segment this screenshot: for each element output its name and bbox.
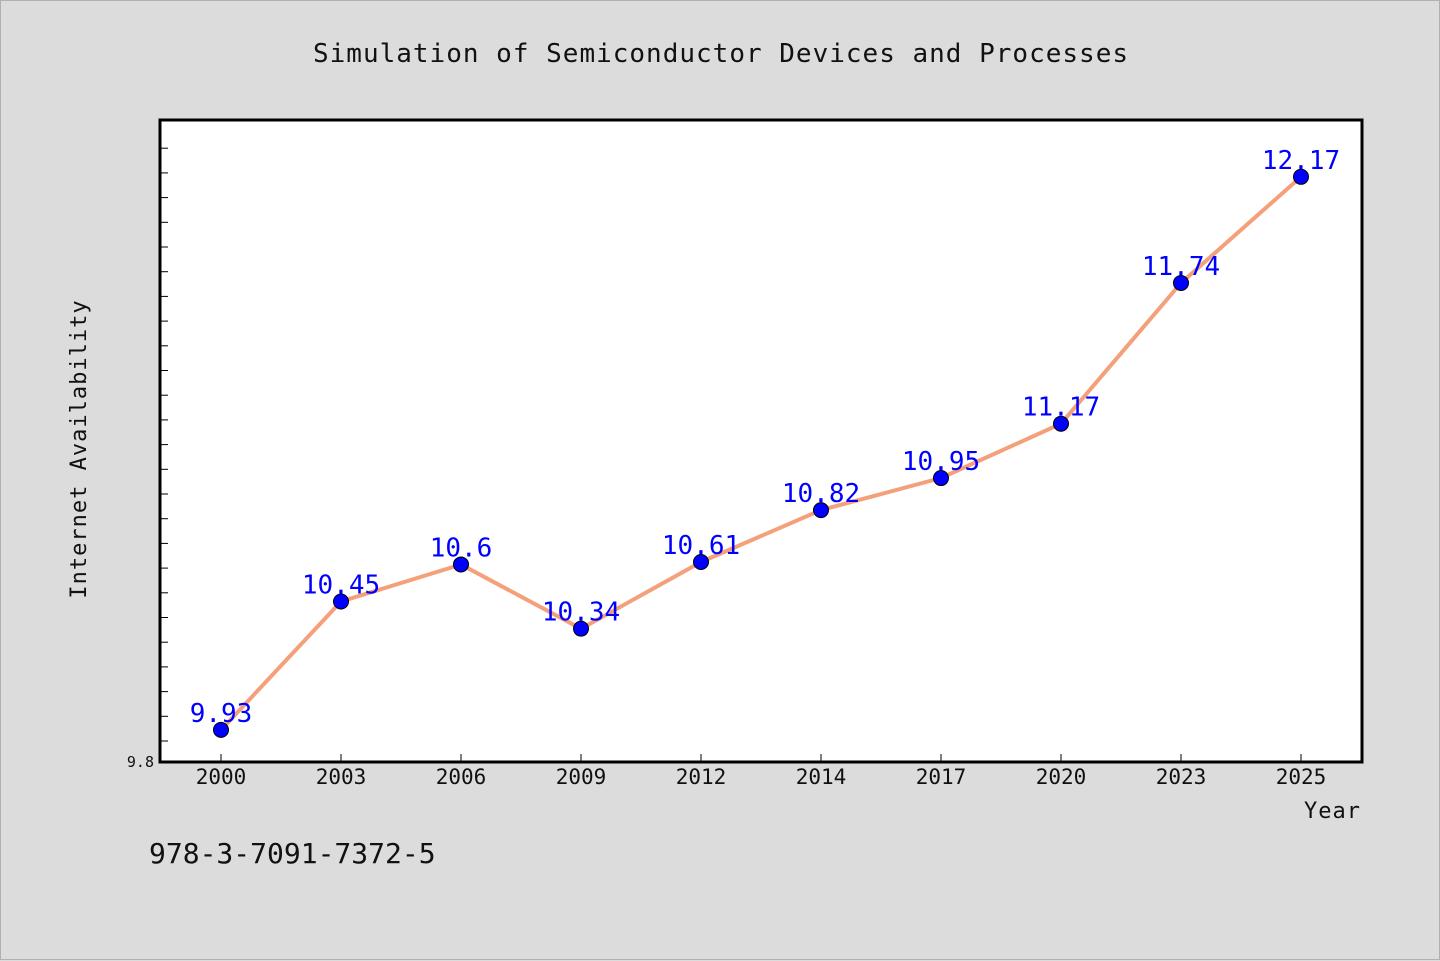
data-point xyxy=(813,502,829,519)
x-tick-label: 2012 xyxy=(676,765,727,789)
y-tick-label: 9.8 xyxy=(127,753,154,771)
x-tick-label: 2020 xyxy=(1036,765,1087,789)
x-tick-label: 2023 xyxy=(1156,765,1207,789)
data-point xyxy=(333,593,349,610)
data-point xyxy=(693,553,709,570)
x-tick-label: 2014 xyxy=(796,765,847,789)
data-point xyxy=(1053,415,1069,432)
x-tick-label: 2000 xyxy=(196,765,247,789)
data-point xyxy=(453,556,469,573)
chart-title: Simulation of Semiconductor Devices and … xyxy=(313,39,1129,69)
data-point xyxy=(1173,274,1189,291)
x-axis-tick-labels: 2000 2003 2006 2009 2012 2014 2017 2020 2023 2025 xyxy=(196,765,1327,789)
y-axis-tick-labels: 9.8 xyxy=(127,753,154,771)
data-label: 11.74 xyxy=(1142,252,1220,282)
plot-area xyxy=(158,118,1364,764)
data-label: 12.17 xyxy=(1262,146,1340,176)
isbn-text: 978-3-7091-7372-5 xyxy=(149,837,436,870)
data-point xyxy=(1293,168,1309,185)
data-label: 10.45 xyxy=(302,571,380,601)
data-label: 10.95 xyxy=(902,447,980,477)
x-axis-label: Year xyxy=(1304,799,1361,824)
x-tick-label: 2025 xyxy=(1276,765,1327,789)
data-label: 9.93 xyxy=(190,699,253,729)
series-markers xyxy=(213,168,1309,738)
data-labels: 9.93 10.45 10.6 10.34 10.61 10.82 10.95 11.17 11… xyxy=(190,146,1340,729)
data-label: 10.6 xyxy=(430,533,493,563)
y-axis-ticks xyxy=(160,147,168,742)
data-label: 10.34 xyxy=(542,598,620,628)
series-line xyxy=(219,174,1303,732)
x-tick-label: 2017 xyxy=(916,765,967,789)
x-axis-ticks xyxy=(220,754,1302,762)
data-point xyxy=(933,470,949,487)
data-point xyxy=(213,721,229,738)
x-tick-label: 2003 xyxy=(316,765,367,789)
x-tick-label: 2009 xyxy=(556,765,607,789)
y-axis-label: Internet Availability xyxy=(67,299,92,598)
data-point xyxy=(573,620,589,637)
data-label: 11.17 xyxy=(1022,393,1100,423)
data-label: 10.61 xyxy=(662,531,740,561)
x-tick-label: 2006 xyxy=(436,765,487,789)
data-label: 10.82 xyxy=(782,479,860,509)
